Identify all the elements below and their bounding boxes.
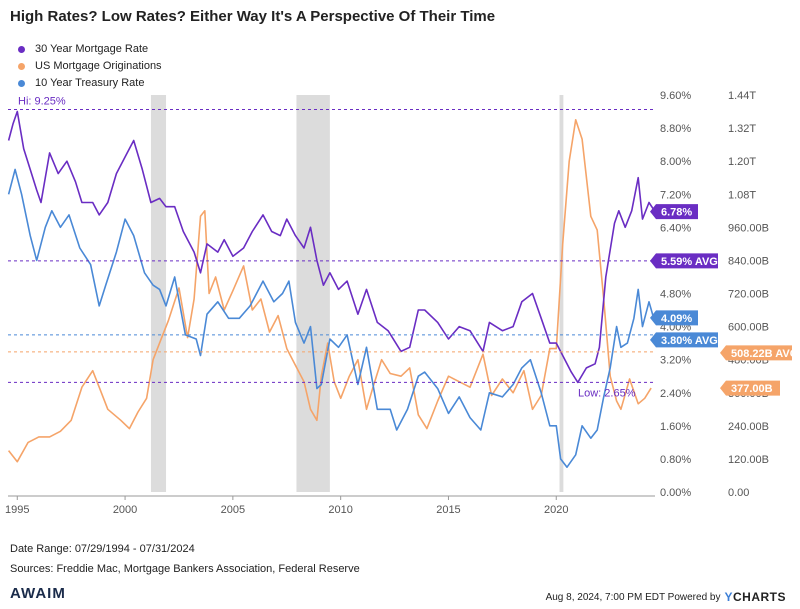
y-right-tick-label: 720.00B xyxy=(728,289,769,301)
y-left-tick-label: 0.00% xyxy=(660,487,691,499)
recession-band-0 xyxy=(150,95,167,492)
chart-title: High Rates? Low Rates? Either Way It's A… xyxy=(10,8,496,25)
avg-badge-mortgage-text: 5.59% AVG xyxy=(661,256,718,268)
y-right-tick-label: 960.00B xyxy=(728,222,769,234)
legend-marker-originations xyxy=(18,63,25,70)
avg-badge-mortgage-shape xyxy=(650,253,718,269)
y-right-tick-label: 0.00 xyxy=(728,487,749,499)
legend-label-treasury: 10 Year Treasury Rate xyxy=(35,77,145,89)
y-right-tick-label: 120.00B xyxy=(728,454,769,466)
sources-text: Sources: Freddie Mac, Mortgage Bankers A… xyxy=(10,563,360,575)
end-badge-0-text: 6.78% xyxy=(661,207,692,219)
end-badge-2-text: 377.00B xyxy=(731,383,773,395)
y-left-tick-label: 3.20% xyxy=(660,355,691,367)
series-line-2 xyxy=(7,168,656,468)
legend-item-originations[interactable]: US Mortgage Originations xyxy=(18,58,162,75)
y-right-tick-label: 1.20T xyxy=(728,156,756,168)
powered-by: Aug 8, 2024, 7:00 PM EDT Powered by YCHA… xyxy=(546,590,786,604)
avg-badge-originations-text: 508.22B AVG xyxy=(731,348,798,360)
avg-badge-treasury-shape xyxy=(650,332,718,348)
avg-badge-treasury-text: 3.80% AVG xyxy=(661,335,718,347)
legend-item-mortgage-rate[interactable]: 30 Year Mortgage Rate xyxy=(18,41,162,58)
y-left-tick-label: 1.60% xyxy=(660,421,691,433)
x-tick-label: 1995 xyxy=(5,504,29,516)
y-right-tick-label: 1.08T xyxy=(728,189,756,201)
awaim-logo: AWAIM xyxy=(10,585,66,602)
y-right-tick-label: 840.00B xyxy=(728,255,769,267)
x-tick-label: 2010 xyxy=(328,504,352,516)
x-tick-label: 2000 xyxy=(113,504,137,516)
end-badge-1-text: 4.09% xyxy=(661,313,692,325)
legend: 30 Year Mortgage Rate US Mortgage Origin… xyxy=(18,41,162,92)
y-left-tick-label: 9.60% xyxy=(660,90,691,102)
y-left-tick-label: 0.80% xyxy=(660,454,691,466)
avg-badge-originations-shape xyxy=(720,345,792,361)
y-left-tick-label: 4.80% xyxy=(660,289,691,301)
x-tick-label: 2015 xyxy=(436,504,460,516)
hi-label: Hi: 9.25% xyxy=(18,95,66,107)
x-tick-label: 2005 xyxy=(221,504,245,516)
date-range-text: Date Range: 07/29/1994 - 07/31/2024 xyxy=(10,543,195,555)
ycharts-logo[interactable]: YCHARTS xyxy=(724,590,786,604)
series-line-1 xyxy=(7,119,652,463)
legend-marker-treasury xyxy=(18,80,25,87)
y-left-tick-label: 6.40% xyxy=(660,222,691,234)
recession-band-2 xyxy=(559,95,564,492)
timestamp-text: Aug 8, 2024, 7:00 PM EDT Powered by xyxy=(545,591,721,603)
y-right-tick-label: 240.00B xyxy=(728,421,769,433)
legend-label-mortgage-rate: 30 Year Mortgage Rate xyxy=(35,43,149,55)
y-right-tick-label: 600.00B xyxy=(728,322,769,334)
low-label: Low: 2.65% xyxy=(578,387,636,399)
series-line-0 xyxy=(7,110,656,384)
end-badge-2-shape xyxy=(720,380,780,396)
legend-label-originations: US Mortgage Originations xyxy=(35,60,162,72)
legend-item-treasury[interactable]: 10 Year Treasury Rate xyxy=(18,75,162,92)
recession-band-1 xyxy=(296,95,330,492)
y-left-tick-label: 7.20% xyxy=(660,189,691,201)
end-badge-0-shape xyxy=(650,204,698,220)
x-tick-label: 2020 xyxy=(544,504,568,516)
y-right-tick-label: 1.44T xyxy=(728,90,756,102)
end-badge-1-shape xyxy=(650,310,698,326)
y-left-tick-label: 2.40% xyxy=(660,388,691,400)
y-left-tick-label: 8.80% xyxy=(660,123,691,135)
y-right-tick-label: 1.32T xyxy=(728,123,756,135)
y-left-tick-label: 8.00% xyxy=(660,156,691,168)
legend-marker-mortgage-rate xyxy=(18,46,25,53)
